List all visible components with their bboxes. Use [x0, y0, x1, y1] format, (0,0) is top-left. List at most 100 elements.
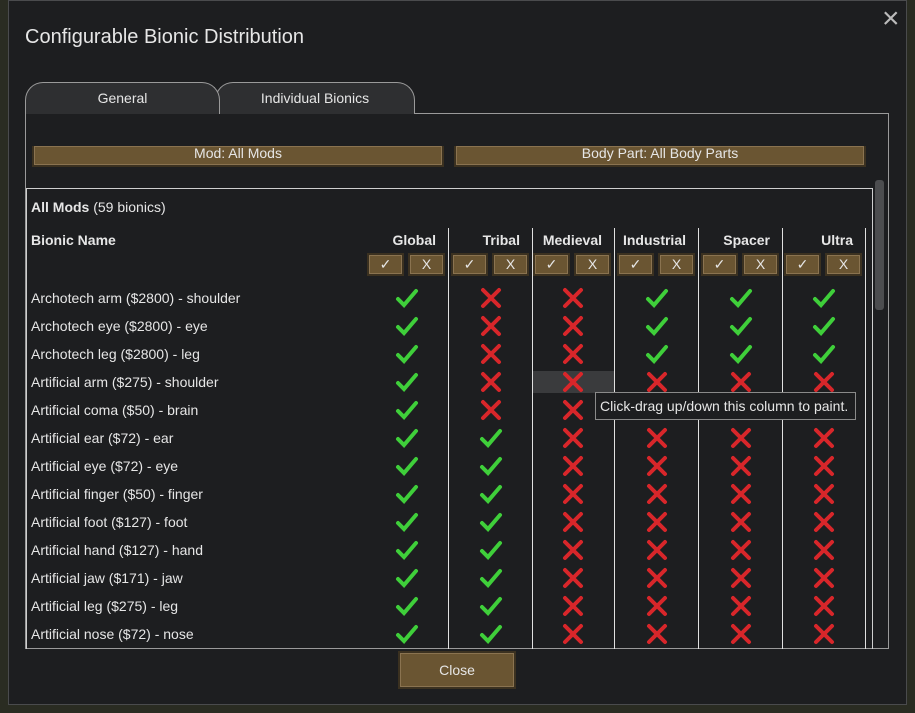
check-icon[interactable]: [395, 538, 419, 562]
cross-icon[interactable]: [729, 426, 753, 450]
select-none-button[interactable]: X: [574, 253, 611, 276]
cross-icon[interactable]: [812, 482, 836, 506]
tab-panel: [25, 113, 889, 649]
column-separator: [698, 228, 699, 649]
check-icon[interactable]: [395, 482, 419, 506]
check-icon[interactable]: [812, 342, 836, 366]
filter-button[interactable]: Body Part: All Body Parts: [454, 146, 866, 167]
check-icon[interactable]: [395, 426, 419, 450]
column-separator: [614, 228, 615, 649]
cross-icon[interactable]: [479, 370, 503, 394]
check-icon[interactable]: [645, 342, 669, 366]
filter-button[interactable]: Mod: All Mods: [32, 146, 444, 167]
cross-icon[interactable]: [645, 370, 669, 394]
cross-icon[interactable]: [479, 314, 503, 338]
select-none-button[interactable]: X: [658, 253, 695, 276]
check-icon[interactable]: [395, 510, 419, 534]
cross-icon[interactable]: [812, 370, 836, 394]
cross-icon[interactable]: [729, 510, 753, 534]
cross-icon[interactable]: [729, 538, 753, 562]
check-icon[interactable]: [479, 426, 503, 450]
cross-icon[interactable]: [561, 622, 585, 646]
close-icon[interactable]: ×: [882, 2, 900, 35]
cross-icon[interactable]: [812, 538, 836, 562]
check-icon[interactable]: [395, 342, 419, 366]
check-icon[interactable]: [479, 594, 503, 618]
check-icon[interactable]: [395, 594, 419, 618]
check-icon[interactable]: [395, 286, 419, 310]
cross-icon[interactable]: [561, 538, 585, 562]
select-none-button[interactable]: X: [408, 253, 445, 276]
check-icon[interactable]: [645, 286, 669, 310]
check-icon[interactable]: [812, 314, 836, 338]
select-none-button[interactable]: X: [742, 253, 779, 276]
cross-icon[interactable]: [561, 454, 585, 478]
cross-icon[interactable]: [812, 622, 836, 646]
cross-icon[interactable]: [561, 370, 585, 394]
cross-icon[interactable]: [561, 426, 585, 450]
cross-icon[interactable]: [645, 454, 669, 478]
cross-icon[interactable]: [561, 482, 585, 506]
cross-icon[interactable]: [729, 594, 753, 618]
check-icon[interactable]: [729, 286, 753, 310]
check-icon[interactable]: [479, 566, 503, 590]
check-icon[interactable]: [729, 342, 753, 366]
cross-icon[interactable]: [561, 398, 585, 422]
check-icon[interactable]: [395, 566, 419, 590]
check-icon[interactable]: [479, 482, 503, 506]
cross-icon[interactable]: [729, 454, 753, 478]
cross-icon[interactable]: [729, 622, 753, 646]
cross-icon[interactable]: [561, 510, 585, 534]
cross-icon[interactable]: [561, 314, 585, 338]
select-none-button[interactable]: X: [825, 253, 862, 276]
cross-icon[interactable]: [479, 286, 503, 310]
check-icon[interactable]: [479, 622, 503, 646]
cross-icon[interactable]: [812, 510, 836, 534]
select-all-button[interactable]: ✓: [617, 253, 654, 276]
column-header: Industrial: [622, 232, 686, 248]
check-icon[interactable]: [479, 454, 503, 478]
close-button[interactable]: Close: [398, 651, 516, 689]
check-icon[interactable]: [395, 622, 419, 646]
cross-icon[interactable]: [561, 342, 585, 366]
cross-icon[interactable]: [729, 566, 753, 590]
cross-icon[interactable]: [645, 426, 669, 450]
bionic-name: Artificial arm ($275) - shoulder: [31, 374, 219, 390]
cross-icon[interactable]: [561, 566, 585, 590]
check-icon[interactable]: [395, 370, 419, 394]
cross-icon[interactable]: [645, 538, 669, 562]
cross-icon[interactable]: [479, 398, 503, 422]
cross-icon[interactable]: [812, 454, 836, 478]
cross-icon[interactable]: [645, 510, 669, 534]
select-all-button[interactable]: ✓: [451, 253, 488, 276]
check-icon[interactable]: [479, 538, 503, 562]
cross-icon[interactable]: [645, 622, 669, 646]
cross-icon[interactable]: [729, 482, 753, 506]
select-all-button[interactable]: ✓: [701, 253, 738, 276]
cross-icon[interactable]: [645, 594, 669, 618]
tab[interactable]: Individual Bionics: [215, 82, 415, 114]
cross-icon[interactable]: [479, 342, 503, 366]
cross-icon[interactable]: [561, 286, 585, 310]
select-none-button[interactable]: X: [492, 253, 529, 276]
bionic-name: Artificial foot ($127) - foot: [31, 514, 188, 530]
check-icon[interactable]: [812, 286, 836, 310]
cross-icon[interactable]: [645, 566, 669, 590]
check-icon[interactable]: [395, 398, 419, 422]
scrollbar[interactable]: [875, 180, 884, 310]
select-all-button[interactable]: ✓: [367, 253, 404, 276]
select-all-button[interactable]: ✓: [533, 253, 570, 276]
cross-icon[interactable]: [561, 594, 585, 618]
cross-icon[interactable]: [812, 566, 836, 590]
check-icon[interactable]: [395, 454, 419, 478]
check-icon[interactable]: [729, 314, 753, 338]
check-icon[interactable]: [645, 314, 669, 338]
check-icon[interactable]: [395, 314, 419, 338]
cross-icon[interactable]: [729, 370, 753, 394]
select-all-button[interactable]: ✓: [784, 253, 821, 276]
tab[interactable]: General: [25, 82, 220, 114]
cross-icon[interactable]: [812, 426, 836, 450]
cross-icon[interactable]: [812, 594, 836, 618]
check-icon[interactable]: [479, 510, 503, 534]
cross-icon[interactable]: [645, 482, 669, 506]
